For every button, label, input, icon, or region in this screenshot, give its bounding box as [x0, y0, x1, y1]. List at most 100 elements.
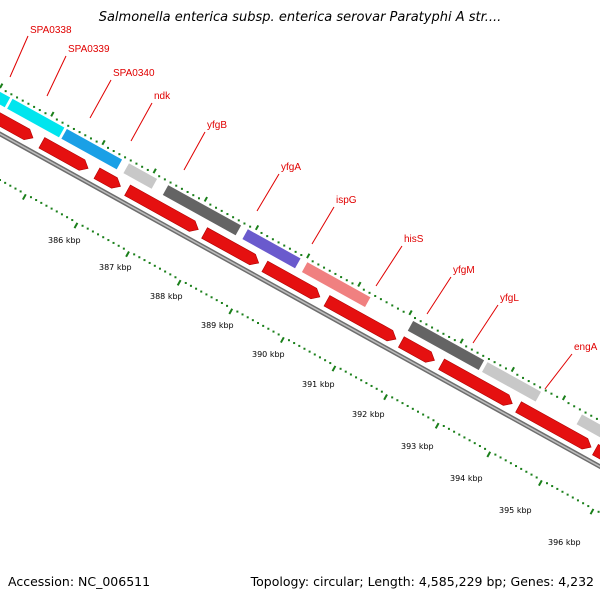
gene-box[interactable] — [0, 78, 12, 109]
outer-minor-tick — [129, 159, 132, 162]
inner-minor-tick — [380, 390, 383, 393]
label-leader-line — [256, 173, 280, 212]
outer-minor-tick — [118, 153, 121, 156]
inner-minor-tick — [174, 276, 177, 279]
gene-label[interactable]: SPA0339 — [68, 44, 110, 55]
inner-major-tick — [331, 365, 337, 372]
outer-minor-tick — [180, 187, 183, 190]
gene-label[interactable]: engA — [574, 342, 598, 353]
gene-box[interactable] — [406, 319, 486, 372]
inner-tick-marks — [0, 179, 600, 515]
gene-label[interactable]: SPA0338 — [30, 25, 72, 36]
inner-minor-tick — [29, 196, 32, 199]
gene-box[interactable] — [241, 228, 302, 270]
gene-label[interactable]: ndk — [154, 91, 171, 102]
inner-minor-tick — [272, 330, 275, 333]
inner-minor-tick — [329, 362, 332, 365]
gene-label[interactable]: ispG — [336, 195, 357, 206]
outer-minor-tick — [72, 127, 75, 130]
inner-minor-tick — [576, 499, 579, 502]
outer-minor-tick — [550, 392, 553, 395]
outer-major-tick — [50, 111, 55, 117]
outer-minor-tick — [340, 276, 343, 279]
cds-arrow — [201, 227, 260, 266]
inner-minor-tick — [324, 359, 327, 362]
inner-minor-tick — [45, 204, 48, 207]
outer-minor-tick — [33, 105, 36, 108]
cds-arrow — [93, 167, 121, 189]
gene-label[interactable]: yfgM — [453, 265, 475, 276]
outer-minor-tick — [425, 323, 428, 326]
outer-minor-tick — [107, 146, 110, 149]
inner-major-tick — [228, 308, 234, 315]
cds-arrow — [261, 260, 321, 300]
outer-minor-tick — [232, 216, 235, 219]
outer-minor-tick — [334, 272, 337, 275]
outer-minor-tick — [38, 109, 41, 112]
gene-box[interactable] — [575, 413, 600, 455]
outer-minor-tick — [317, 263, 320, 266]
gene-box[interactable] — [122, 162, 159, 190]
cds-arrow — [38, 137, 89, 171]
outer-minor-tick — [595, 417, 598, 420]
inner-minor-tick — [133, 253, 136, 256]
outer-minor-tick — [158, 175, 161, 178]
outer-minor-tick — [470, 348, 473, 351]
outer-minor-tick — [402, 310, 405, 313]
outer-minor-tick — [4, 90, 7, 93]
gene-box[interactable] — [161, 184, 243, 237]
label-leader-line — [130, 102, 153, 142]
outer-minor-tick — [590, 414, 593, 417]
gene-label[interactable]: yfgL — [500, 293, 519, 304]
gene-box[interactable] — [300, 261, 372, 309]
inner-minor-tick — [535, 476, 538, 479]
outer-minor-tick — [504, 367, 507, 370]
inner-minor-tick — [153, 264, 156, 267]
inner-major-tick — [125, 251, 130, 258]
outer-minor-tick — [448, 335, 451, 338]
outer-minor-tick — [414, 317, 417, 320]
inner-minor-tick — [287, 339, 290, 342]
gene-feature-track — [0, 78, 600, 455]
gene-label[interactable]: SPA0340 — [113, 68, 155, 79]
inner-minor-tick — [303, 347, 306, 350]
gene-box[interactable] — [6, 97, 66, 139]
gene-label[interactable]: hisS — [404, 234, 424, 245]
kbp-label: 394 kbp — [450, 474, 483, 483]
inner-minor-tick — [81, 224, 84, 227]
gene-box[interactable] — [60, 127, 124, 171]
inner-minor-tick — [411, 407, 414, 410]
outer-major-tick — [306, 253, 311, 259]
outer-minor-tick — [27, 102, 30, 105]
outer-minor-tick — [84, 134, 87, 137]
inner-minor-tick — [308, 350, 311, 353]
inner-minor-tick — [504, 459, 507, 462]
outer-minor-tick — [237, 219, 240, 222]
genome-backbone — [0, 131, 600, 470]
gene-box[interactable] — [480, 361, 543, 403]
cds-arrow — [592, 443, 600, 460]
outer-major-tick — [203, 196, 208, 202]
inner-minor-tick — [478, 445, 481, 448]
inner-minor-tick — [14, 187, 17, 190]
gene-label[interactable]: yfgA — [281, 162, 301, 173]
gene-labels: SPA0338 SPA0339 SPA0340 ndk yfgB yfgA ispG hisS… — [9, 25, 598, 390]
inner-minor-tick — [148, 261, 151, 264]
outer-minor-tick — [499, 364, 502, 367]
outer-minor-tick — [209, 203, 212, 206]
inner-minor-tick — [236, 310, 239, 313]
kbp-label: 386 kbp — [48, 236, 81, 245]
inner-minor-tick — [164, 270, 167, 273]
inner-minor-tick — [262, 324, 265, 327]
outer-minor-tick — [374, 294, 377, 297]
outer-major-tick — [101, 139, 106, 146]
cds-arrow — [323, 295, 397, 342]
inner-minor-tick — [55, 210, 58, 213]
inner-minor-tick — [66, 216, 69, 219]
inner-minor-tick — [432, 419, 435, 422]
outer-minor-tick — [249, 225, 252, 228]
inner-major-tick — [434, 422, 440, 429]
inner-minor-tick — [515, 465, 518, 468]
inner-minor-tick — [50, 207, 53, 210]
gene-label[interactable]: yfgB — [207, 120, 227, 131]
